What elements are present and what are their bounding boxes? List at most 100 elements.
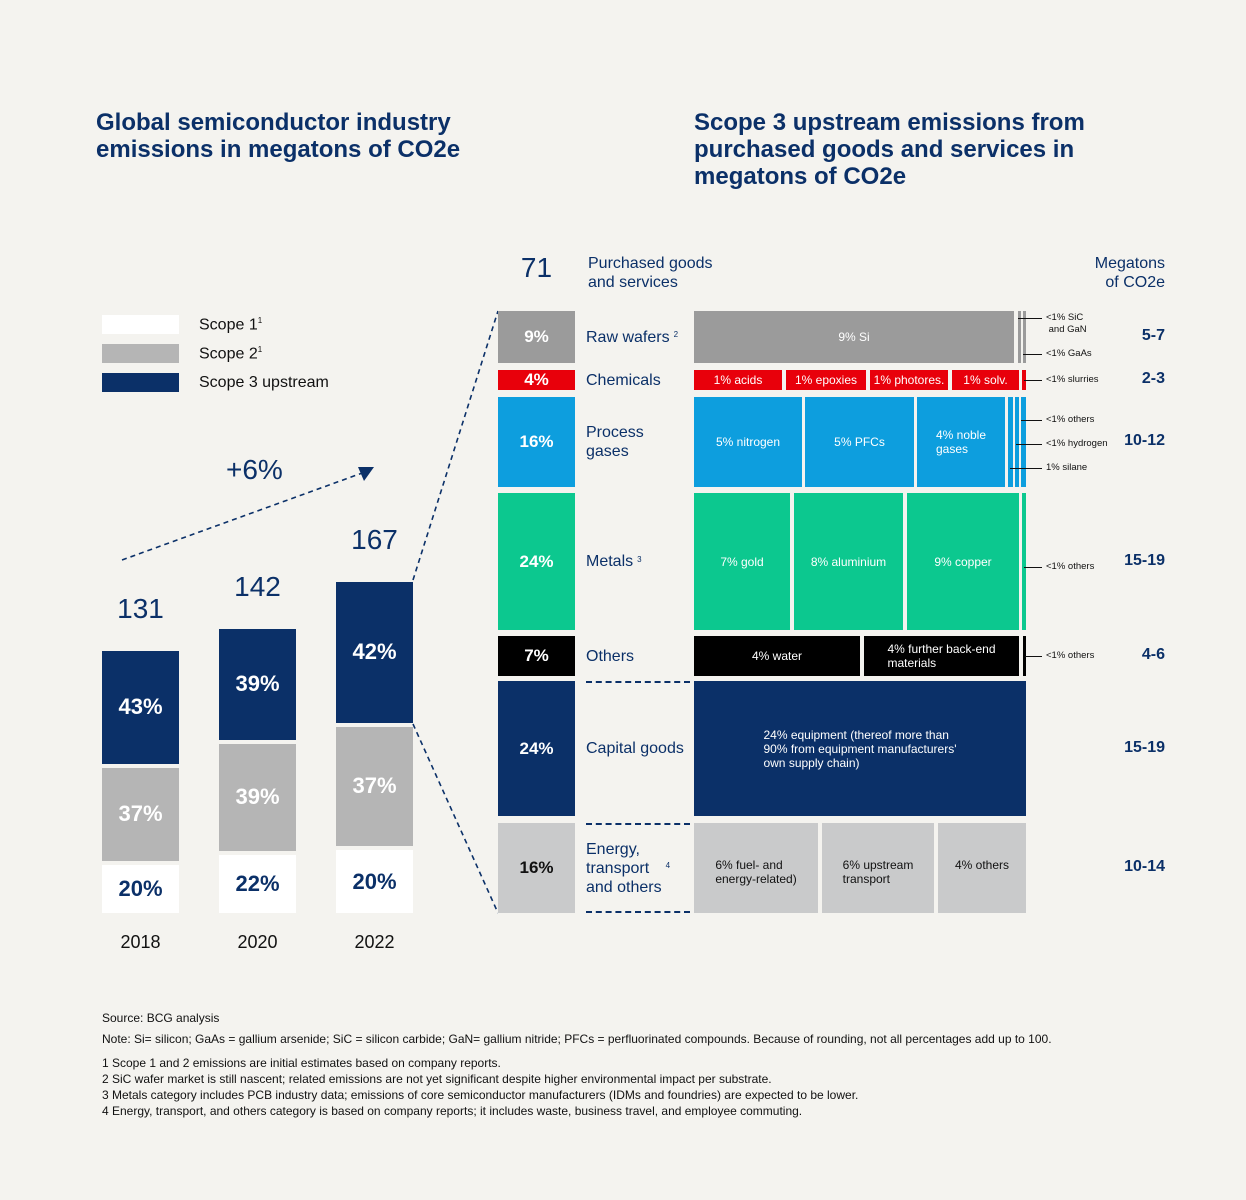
segment-process_gases [1021,397,1026,487]
header-line: Purchased goods [588,255,713,272]
bar-segment-scope-1: 20% [336,850,413,913]
segment-label: 6% upstream transport [842,858,914,886]
segment-process_gases [1015,397,1019,487]
segment-process_gases: 5% nitrogen [694,397,802,487]
footnote-ref: 4 [665,861,671,870]
callout-label: <1% others [1046,650,1095,661]
bar-segment-scope-1: 22% [219,854,296,913]
dashed-separator [586,823,690,825]
segment-capital_goods: 24% equipment (thereof more than 90% fro… [694,681,1026,816]
right-title-line: Scope 3 upstream emissions from [694,109,1085,136]
row-label-text: Energy, transport and others [586,840,662,896]
megatons-value: 4-6 [1141,646,1165,663]
bar-segment-scope-3-upstream: 42% [336,582,413,723]
x-tick-label: 2020 [237,932,278,952]
segment-others: 4% water [694,636,860,676]
segment-label: 6% fuel- and energy-related) [715,858,797,886]
segment-label: 7% gold [720,554,764,569]
legend-label: Scope 21 [199,345,263,363]
x-tick-label: 2022 [354,932,395,952]
legend-swatch [102,315,179,334]
scope3-total: 71 [520,252,553,283]
source: Source: BCG analysis [102,1011,220,1025]
row-label-capital_goods: Capital goods [586,681,684,816]
bar-total-label: 142 [234,571,281,602]
bar-segment-scope-3-upstream: 43% [102,651,179,764]
left-title: Global semiconductor industry emissions … [96,109,460,163]
header-line: and services [588,274,678,291]
callout-leader-line [1024,567,1042,568]
bar-segment-scope-2: 37% [336,726,413,847]
purchased-goods-header: Purchased goods and services [588,254,713,292]
share-box: 7% [498,636,575,676]
row-label-text: Capital goods [586,740,684,757]
callout-leader-line [1016,444,1042,445]
callout-leader-line [1023,354,1042,355]
segment-metals: 9% copper [907,493,1019,630]
zoom-line-bottom [412,723,499,914]
segment-label: 1% epoxies [794,373,858,387]
callout-label: <1% others [1046,561,1095,572]
segment-label: 1% photores. [873,373,945,387]
segment-label: 4% water [751,649,803,663]
segment-raw_wafers [1018,311,1021,363]
share-box: 9% [498,311,575,363]
segment-label: 5% PFCs [834,435,885,449]
row-label-chemicals: Chemicals [586,370,661,390]
callout-leader-line [1021,420,1042,421]
footnote-ref: 2 [673,330,679,339]
segment-label: 5% nitrogen [715,435,781,449]
segment-chemicals: 1% photores. [870,370,948,390]
segment-energy: 6% upstream transport [822,823,934,913]
footnote: 3 Metals category includes PCB industry … [102,1088,859,1102]
callout-label: <1% SiC and GaN [1046,312,1087,335]
megatons-value: 2-3 [1141,370,1165,387]
megatons-value: 5-7 [1141,327,1165,344]
segment-process_gases: 4% noble gases [917,397,1005,487]
callout-label: 1% silane [1046,462,1088,473]
legend-label: Scope 11 [199,316,263,334]
segment-others: 4% further back-end materials [864,636,1019,676]
bar-segment-scope-1: 20% [102,864,179,913]
segment-raw_wafers: 9% Si [694,311,1014,363]
bar-total-label: 167 [351,524,398,556]
callout-label: <1% GaAs [1046,348,1092,359]
right-title: Scope 3 upstream emissions from purchase… [694,109,1085,190]
footnote: 4 Energy, transport, and others category… [102,1104,803,1118]
row-label-text: Others [586,647,635,665]
legend-label: Scope 3 upstream [199,374,329,391]
dashed-separator [586,681,690,683]
callout-leader-line [1018,318,1042,319]
segment-label: 8% aluminium [810,554,887,569]
x-tick-label: 2018 [120,932,161,952]
growth-arrow-line [121,471,366,561]
share-box: 24% [498,681,575,816]
share-box: 4% [498,370,575,390]
footnote: 2 SiC wafer market is still nascent; rel… [102,1072,772,1086]
segment-others [1023,636,1026,676]
callout-label: <1% slurries [1046,374,1099,385]
segment-label: 4% others [954,858,1010,872]
row-label-text: Metals [586,553,634,570]
right-title-line: purchased goods and services in [694,136,1075,163]
megatons-value: 15-19 [1124,738,1165,756]
legend-swatch [102,344,179,363]
footnote: 1 Scope 1 and 2 emissions are initial es… [102,1056,501,1070]
row-label-metals: Metals 3 [586,493,642,630]
segment-label: 1% acids [713,373,763,387]
segment-metals: 8% aluminium [794,493,903,630]
growth-arrow-head-icon [358,467,374,481]
segment-raw_wafers [1023,311,1026,363]
footnote-ref: 3 [637,554,642,564]
megatons-value: 10-14 [1124,858,1165,875]
segment-label: 9% Si [838,330,870,344]
right-title-line: megatons of CO2e [694,163,907,190]
callout-leader-line [1024,380,1042,381]
megatons-header: Megatons of CO2e [1095,254,1165,292]
share-box: 24% [498,493,575,630]
header-line: Megatons [1094,255,1165,272]
bar-segment-scope-3-upstream: 39% [219,629,296,740]
bar-segment-scope-2: 39% [219,743,296,851]
segment-label: 4% further back-end materials [887,642,996,670]
